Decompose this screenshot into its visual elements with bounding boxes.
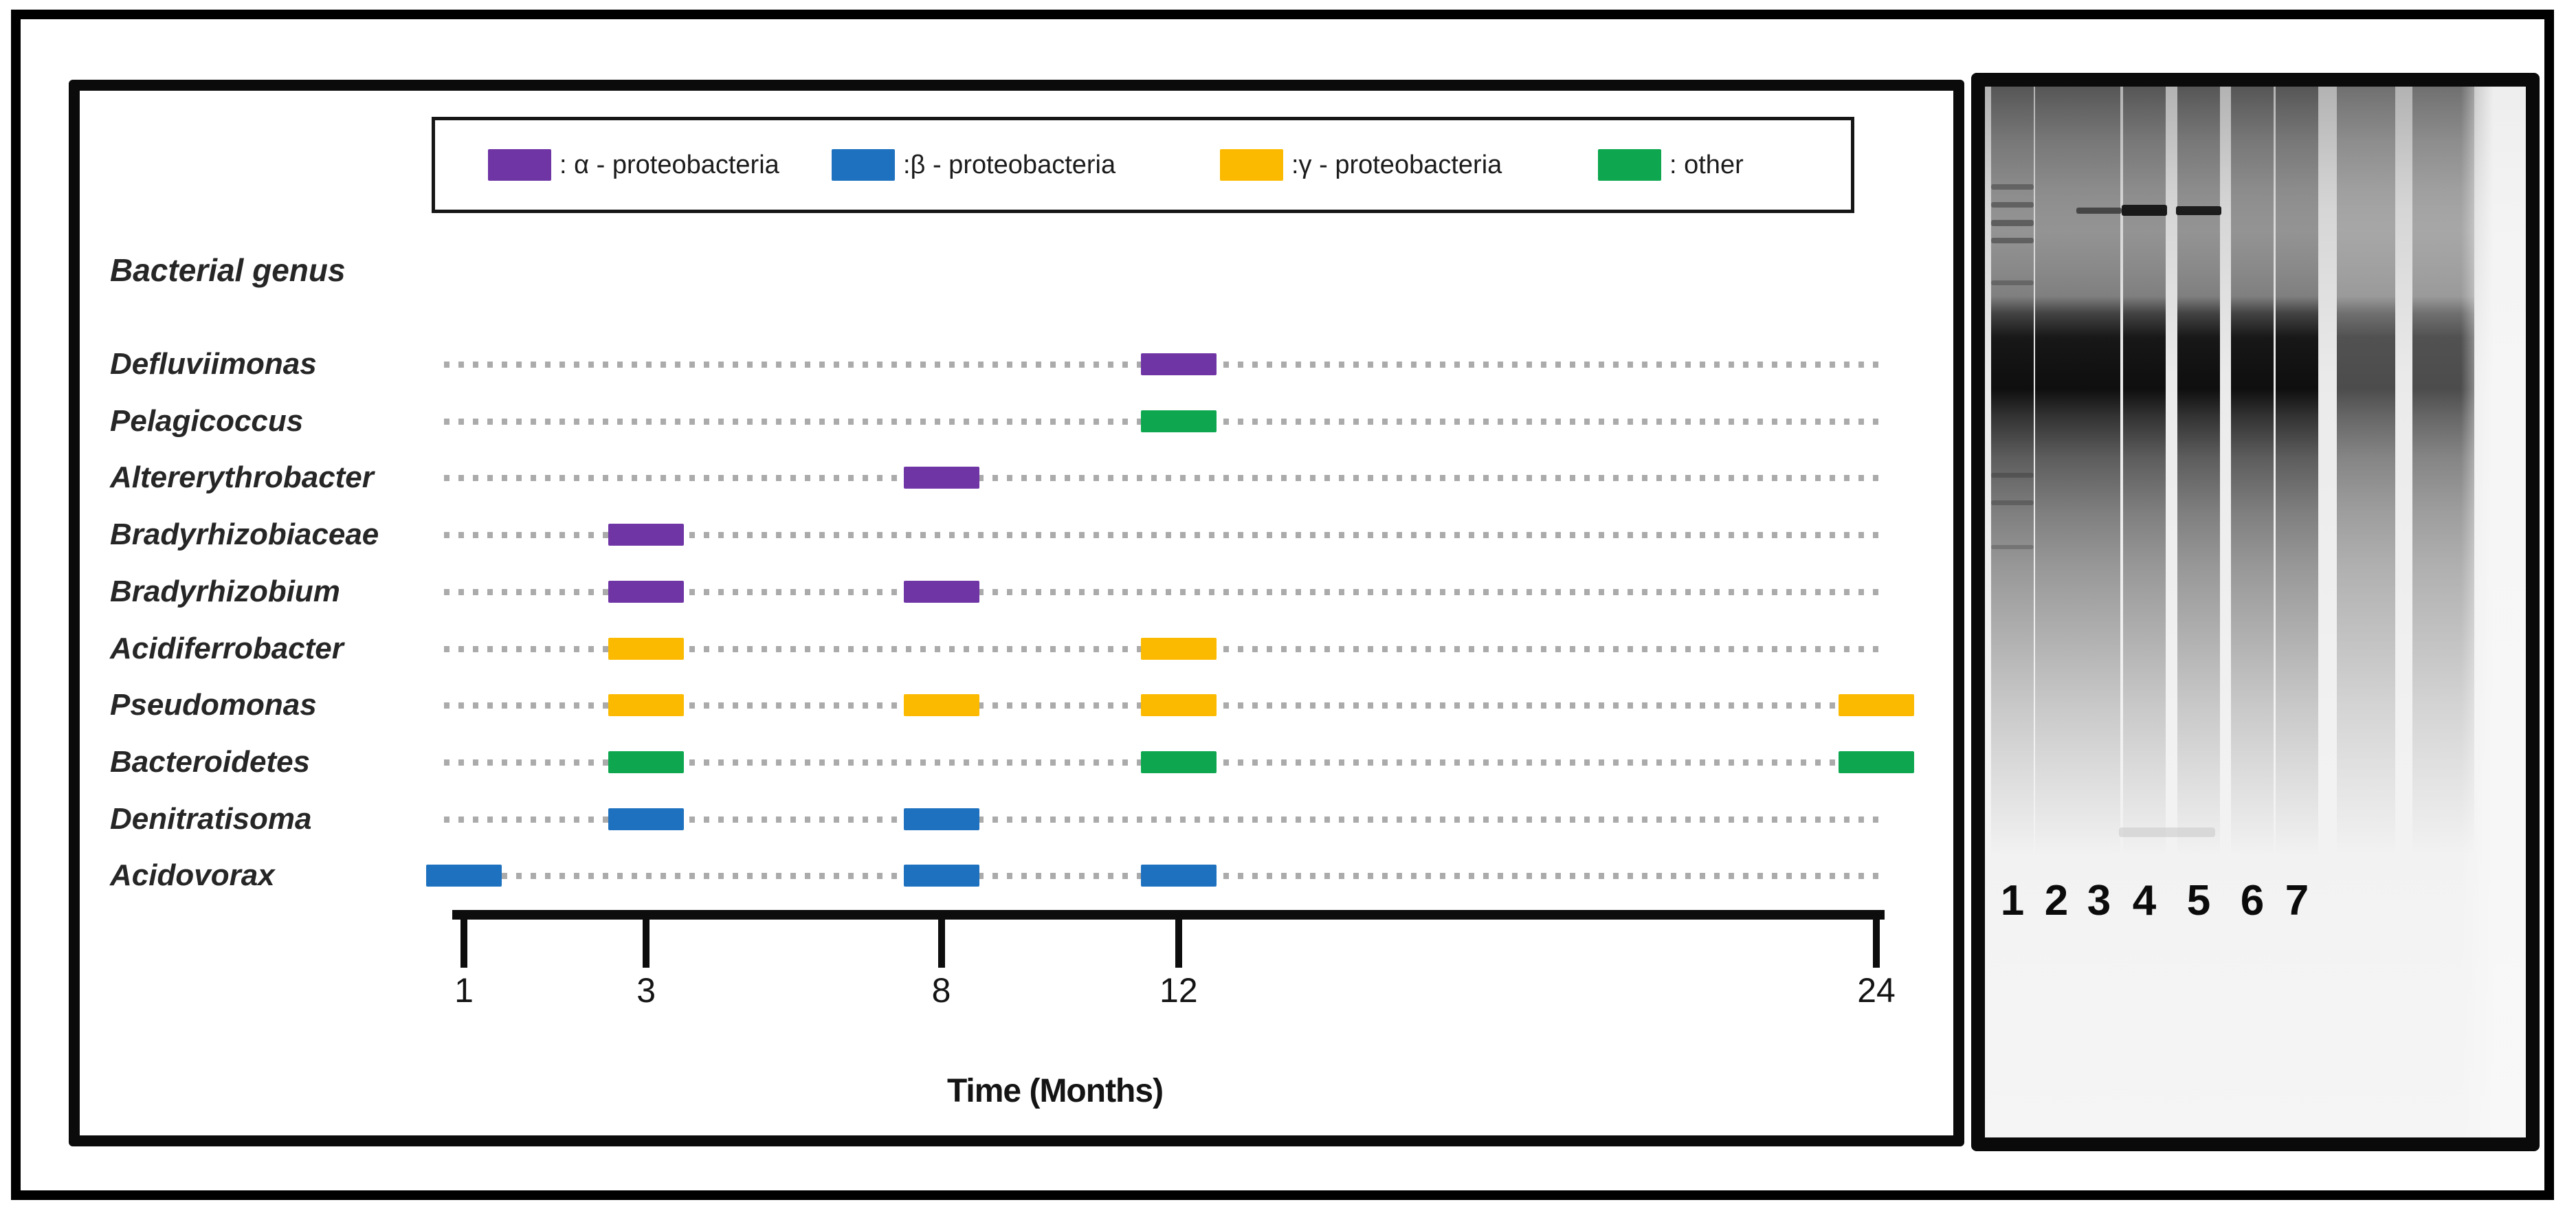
x-axis-title: Time (Months): [946, 1073, 1164, 1109]
beta-color-swatch: [832, 149, 895, 181]
row-leader-line: [444, 475, 1879, 482]
gel-faint-band-lane-1: [1991, 280, 2034, 285]
genus-label-acidiferrobacter: Acidiferrobacter: [110, 631, 344, 665]
genus-label-bradyrhizobiaceae: Bradyrhizobiaceae: [110, 518, 379, 552]
gel-lane-number-3: 3: [2087, 877, 2111, 924]
legend-item-gamma: :γ - proteobacteria: [1220, 120, 1502, 210]
x-tick-mark-8: [937, 910, 945, 968]
legend-label-other: : other: [1669, 150, 1744, 179]
presence-bar-other-month-3: [608, 751, 685, 773]
presence-bar-other-month-24: [1839, 751, 1914, 773]
gel-lane-4: [2123, 87, 2166, 1137]
genus-label-denitratisoma: Denitratisoma: [110, 801, 312, 836]
presence-bar-alpha-month-8: [903, 467, 979, 489]
legend-item-alpha: : α - proteobacteria: [488, 120, 779, 210]
presence-bar-gamma-month-8: [903, 694, 979, 717]
x-tick-mark-12: [1175, 910, 1182, 968]
gel-lane-5: [2177, 87, 2220, 1137]
gel-lane-1: [1991, 87, 2034, 1137]
row-leader-line: [444, 816, 1879, 823]
gel-lane-number-2: 2: [2044, 877, 2069, 924]
genus-label-defluviimonas: Defluviimonas: [110, 347, 317, 381]
gel-lane-number-7: 7: [2285, 877, 2309, 924]
row-leader-line: [444, 588, 1879, 595]
legend-label-beta: :β - proteobacteria: [903, 150, 1116, 179]
x-tick-mark-1: [460, 910, 467, 968]
x-tick-label-3: 3: [636, 971, 656, 1010]
other-color-swatch: [1598, 149, 1661, 181]
presence-bar-beta-month-8: [903, 808, 979, 830]
presence-bar-gamma-month-12: [1140, 694, 1217, 717]
gel-faint-band-lane-1: [1991, 473, 2034, 478]
gel-faint-band-lane-1: [1991, 545, 2034, 549]
x-tick-label-8: 8: [931, 971, 951, 1010]
genus-label-acidovorax: Acidovorax: [110, 858, 275, 893]
gel-edge-smear-2: [2412, 87, 2474, 1137]
x-tick-label-12: 12: [1159, 971, 1198, 1010]
genus-timeline-chart-panel: : α - proteobacteria :β - proteobacteria:…: [69, 80, 1964, 1146]
legend: : α - proteobacteria :β - proteobacteria:…: [432, 117, 1854, 213]
gel-sharp-band-lane-3: [2076, 208, 2122, 214]
presence-bar-beta-month-8: [903, 865, 979, 887]
legend-item-other: : other: [1598, 120, 1744, 210]
x-tick-mark-3: [643, 910, 650, 968]
gel-lane-7: [2276, 87, 2318, 1137]
row-leader-line: [444, 532, 1879, 539]
x-tick-label-24: 24: [1857, 971, 1896, 1010]
gel-faint-band-lane-1: [1991, 202, 2034, 208]
presence-bar-other-month-12: [1140, 751, 1217, 773]
x-tick-mark-24: [1873, 910, 1880, 968]
gel-lane-2: [2035, 87, 2078, 1137]
gel-faint-smudge: [2119, 827, 2215, 837]
legend-item-beta: :β - proteobacteria: [832, 120, 1115, 210]
presence-bar-beta-month-3: [608, 808, 685, 830]
gel-faint-band-lane-1: [1991, 238, 2034, 243]
gel-edge-smear-1: [2337, 87, 2395, 1137]
gel-lane-number-4: 4: [2132, 877, 2157, 924]
gel-lane-6: [2231, 87, 2274, 1137]
x-axis-line: [452, 910, 1885, 920]
gamma-color-swatch: [1220, 149, 1283, 181]
y-axis-header: Bacterial genus: [110, 252, 346, 288]
presence-bar-alpha-month-3: [608, 580, 685, 603]
presence-bar-other-month-12: [1140, 410, 1217, 432]
gel-sharp-band-lane-5: [2176, 206, 2221, 215]
x-tick-label-1: 1: [454, 971, 474, 1010]
genus-label-pelagicoccus: Pelagicoccus: [110, 403, 304, 438]
legend-label-gamma: :γ - proteobacteria: [1291, 150, 1502, 179]
gel-lane-3: [2078, 87, 2120, 1137]
gel-faint-band-lane-1: [1991, 500, 2034, 505]
presence-bar-gamma-month-3: [608, 694, 685, 717]
gel-lane-number-1: 1: [2000, 877, 2025, 924]
figure-outer-border: : α - proteobacteria :β - proteobacteria:…: [11, 10, 2554, 1200]
genus-label-bacteroidetes: Bacteroidetes: [110, 744, 311, 779]
presence-bar-alpha-month-12: [1140, 353, 1217, 375]
presence-bar-beta-month-1: [426, 865, 502, 887]
alpha-color-swatch: [488, 149, 551, 181]
gel-faint-band-lane-1: [1991, 220, 2034, 226]
presence-bar-alpha-month-8: [903, 580, 979, 603]
presence-bar-gamma-month-12: [1140, 637, 1217, 660]
presence-bar-gamma-month-3: [608, 637, 685, 660]
genus-label-altererythrobacter: Altererythrobacter: [110, 460, 374, 495]
presence-bar-alpha-month-3: [608, 524, 685, 546]
presence-bar-beta-month-12: [1140, 865, 1217, 887]
genus-label-bradyrhizobium: Bradyrhizobium: [110, 574, 340, 608]
genus-label-pseudomonas: Pseudomonas: [110, 688, 317, 722]
presence-bar-gamma-month-24: [1839, 694, 1914, 717]
legend-label-alpha: : α - proteobacteria: [559, 150, 779, 179]
gel-lane-number-5: 5: [2186, 877, 2211, 924]
gel-lane-number-6: 6: [2240, 877, 2265, 924]
gel-sharp-band-lane-4: [2122, 205, 2167, 216]
gel-faint-band-lane-1: [1991, 184, 2034, 190]
